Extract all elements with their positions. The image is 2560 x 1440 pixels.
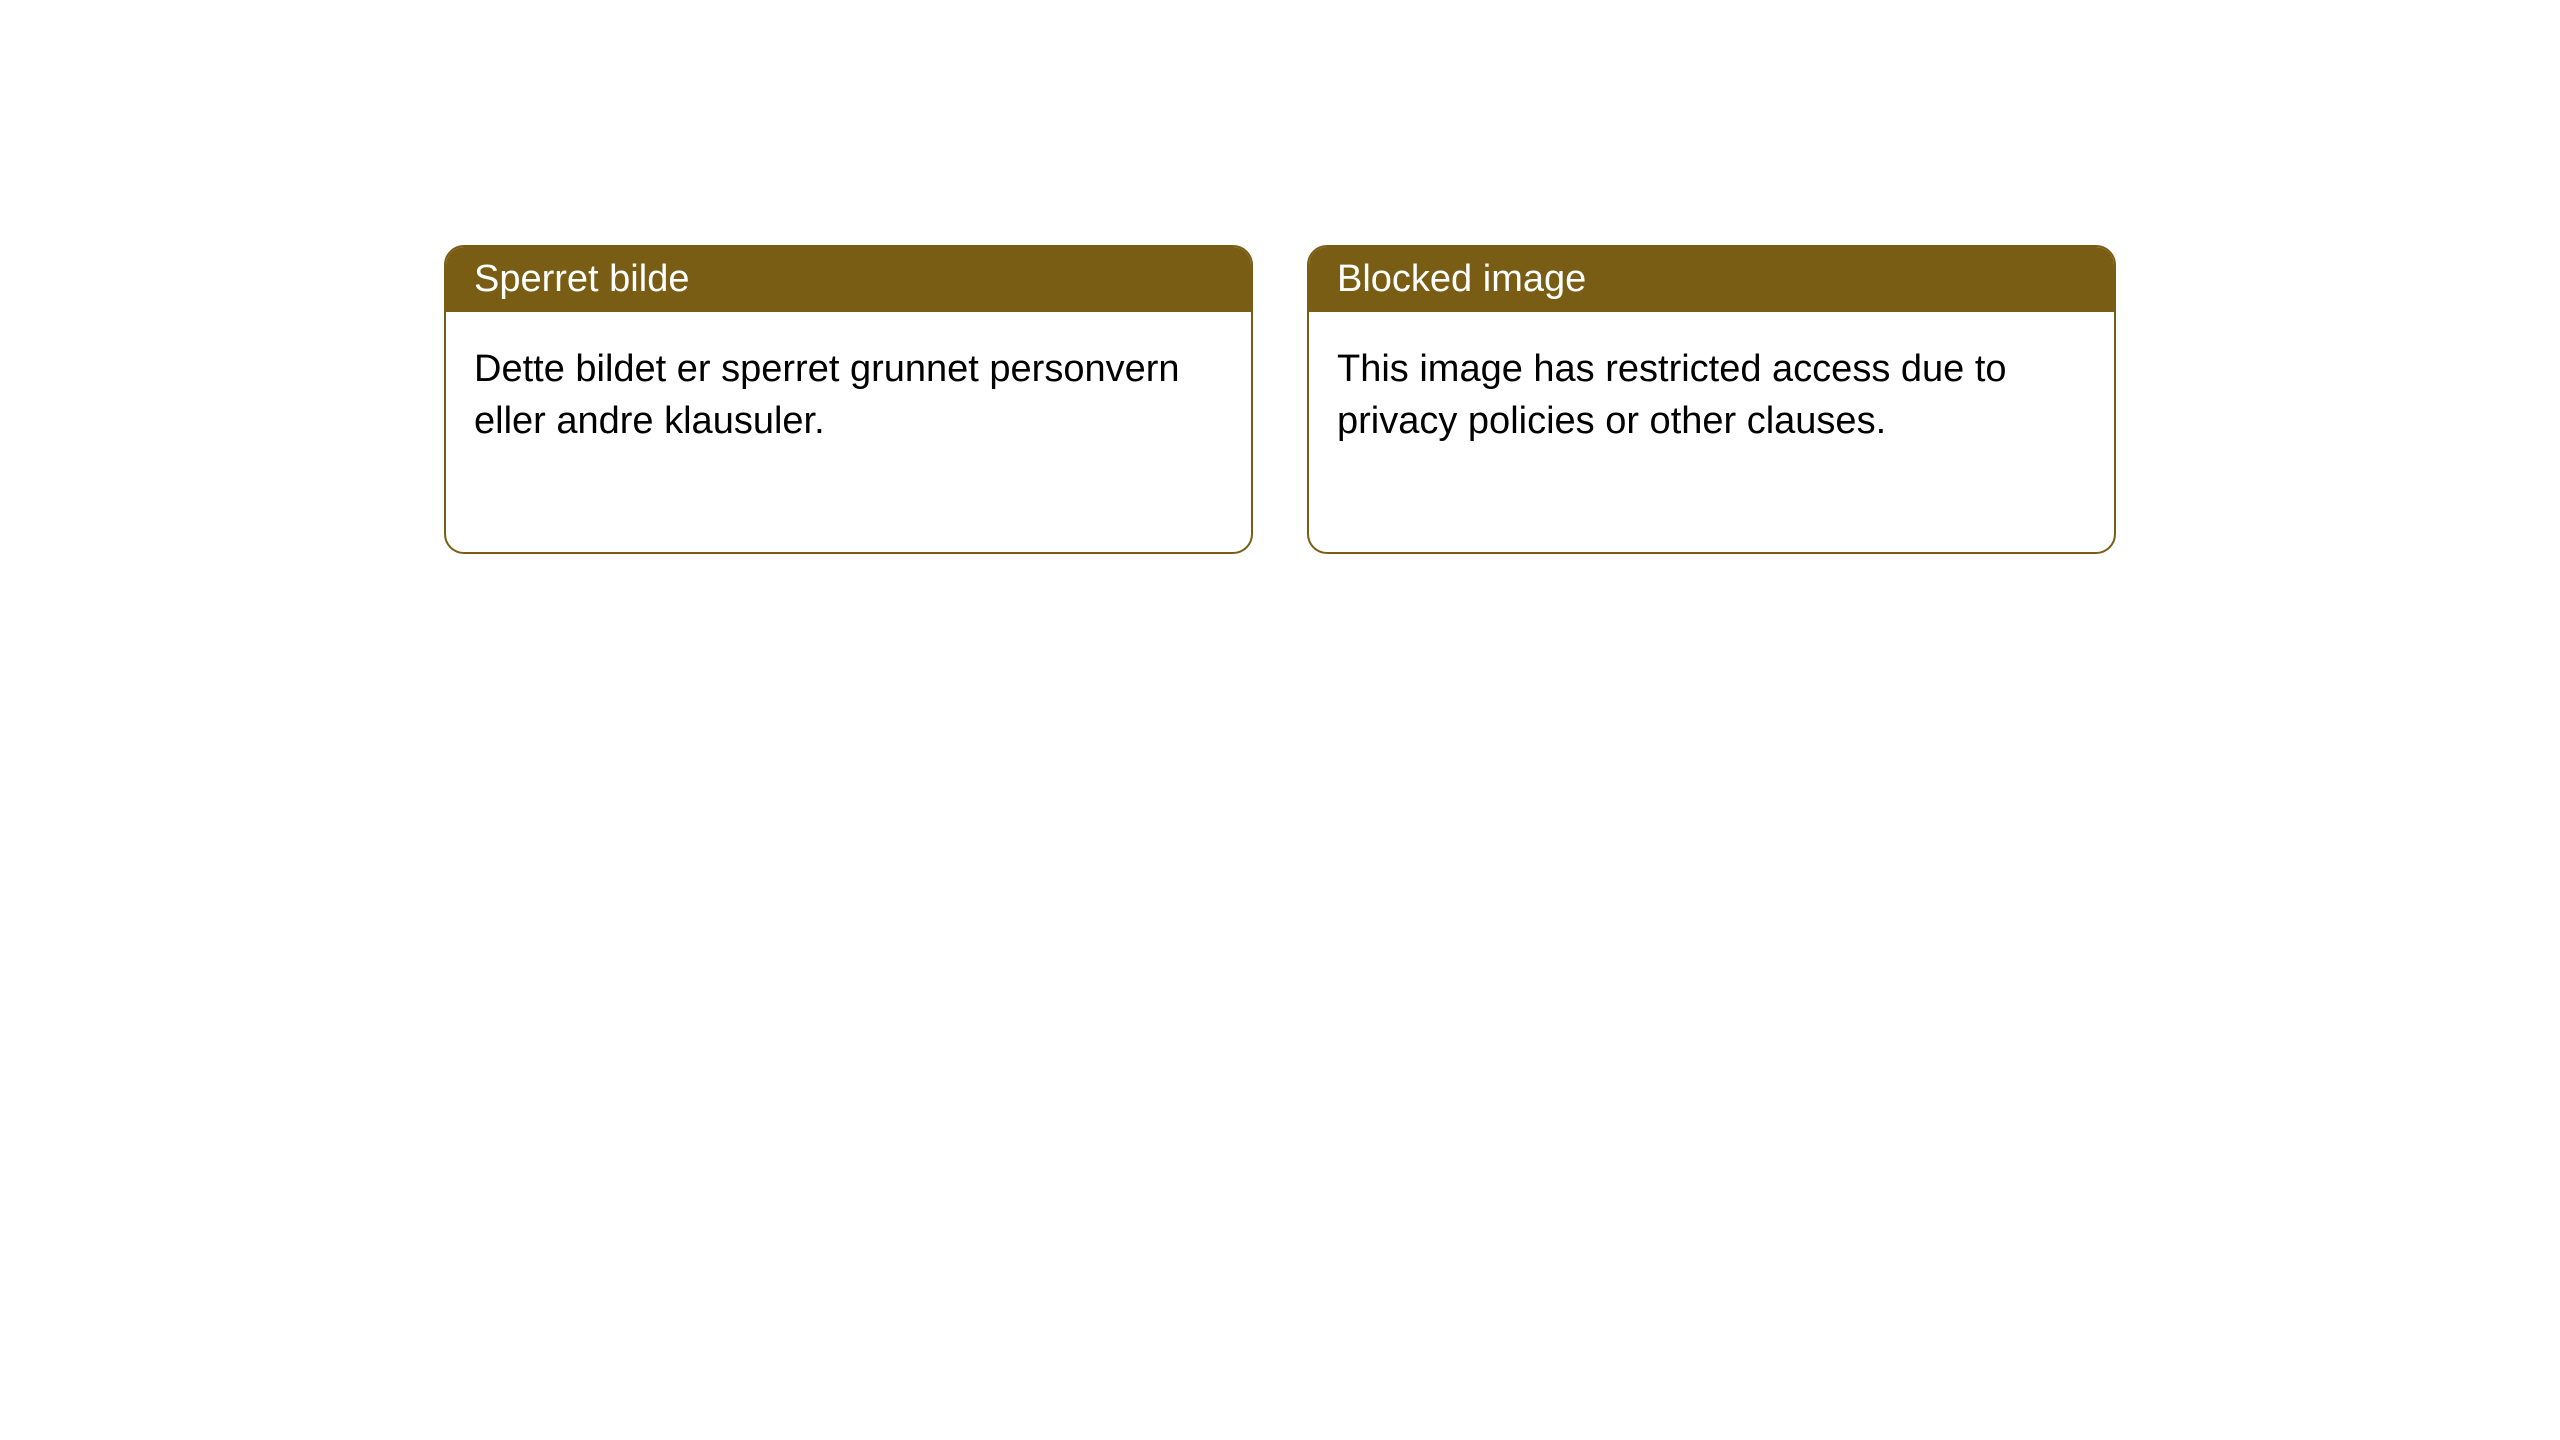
notice-container: Sperret bilde Dette bildet er sperret gr… (444, 245, 2116, 554)
notice-body-english: This image has restricted access due to … (1309, 312, 2114, 552)
notice-body-norwegian: Dette bildet er sperret grunnet personve… (446, 312, 1251, 552)
notice-box-norwegian: Sperret bilde Dette bildet er sperret gr… (444, 245, 1253, 554)
notice-header-norwegian: Sperret bilde (446, 247, 1251, 312)
notice-header-english: Blocked image (1309, 247, 2114, 312)
notice-box-english: Blocked image This image has restricted … (1307, 245, 2116, 554)
